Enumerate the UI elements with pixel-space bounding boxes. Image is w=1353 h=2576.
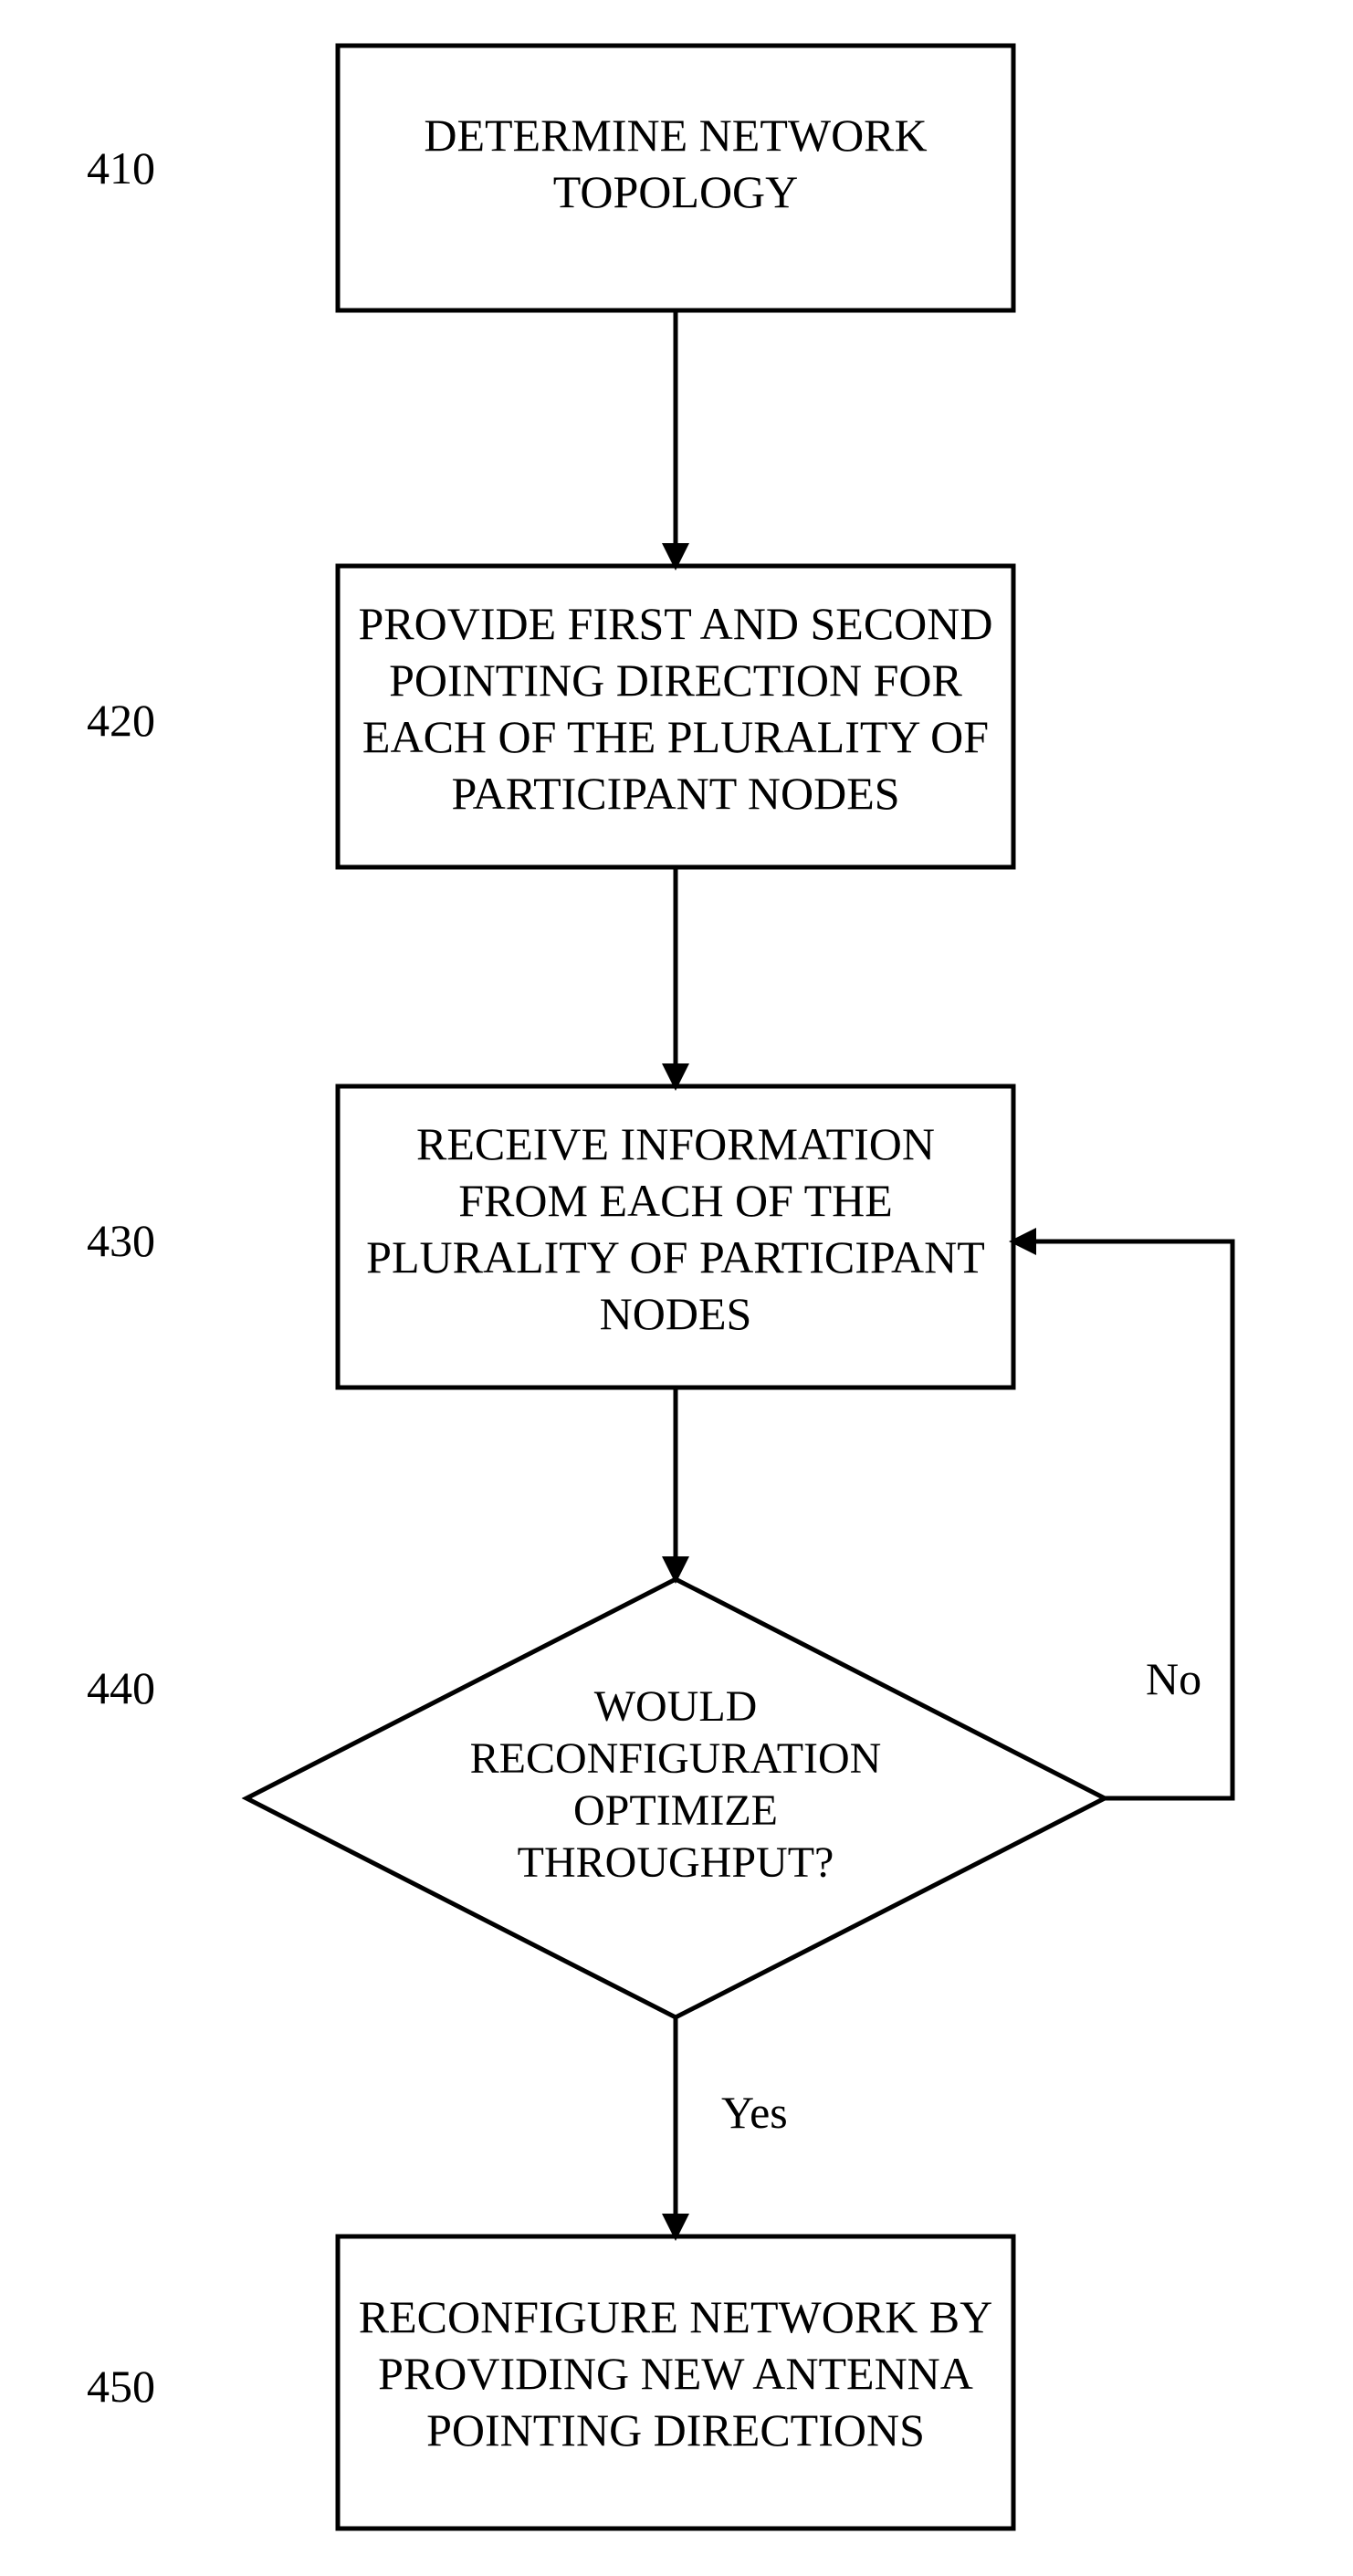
node-label-410: 410 [87, 141, 155, 194]
node-text-450-line-2: POINTING DIRECTIONS [426, 2404, 925, 2456]
node-text-430-line-3: NODES [600, 1288, 752, 1339]
node-text-440-line-2: OPTIMIZE [573, 1786, 778, 1835]
node-label-440: 440 [87, 1661, 155, 1714]
node-text-440-line-0: WOULD [594, 1682, 758, 1731]
node-text-450-line-0: RECONFIGURE NETWORK BY [359, 2291, 992, 2342]
node-text-420-line-0: PROVIDE FIRST AND SECOND [358, 598, 992, 649]
node-text-430-line-0: RECEIVE INFORMATION [416, 1118, 935, 1169]
node-text-410-line-1: TOPOLOGY [553, 166, 799, 217]
flowchart-diagram: DETERMINE NETWORKTOPOLOGY PROVIDE FIRST A… [0, 0, 1353, 2576]
node-text-420-line-3: PARTICIPANT NODES [451, 768, 899, 819]
node-label-450: 450 [87, 2360, 155, 2413]
node-text-410-line-0: DETERMINE NETWORK [424, 110, 927, 161]
node-text-430-line-2: PLURALITY OF PARTICIPANT [366, 1231, 985, 1283]
edge-label-e5: No [1146, 1652, 1201, 1705]
flowchart-edge-e5 [1013, 1241, 1232, 1798]
node-label-420: 420 [87, 694, 155, 747]
node-label-430: 430 [87, 1214, 155, 1267]
node-text-440-line-3: THROUGHPUT? [518, 1838, 834, 1887]
node-text-420-line-2: EACH OF THE PLURALITY OF [362, 711, 989, 762]
node-text-420-line-1: POINTING DIRECTION FOR [389, 654, 962, 706]
node-text-450-line-1: PROVIDING NEW ANTENNA [378, 2348, 973, 2399]
edge-label-e4: Yes [721, 2086, 788, 2139]
node-text-440-line-1: RECONFIGURATION [470, 1734, 882, 1783]
node-text-430-line-1: FROM EACH OF THE [458, 1175, 893, 1226]
